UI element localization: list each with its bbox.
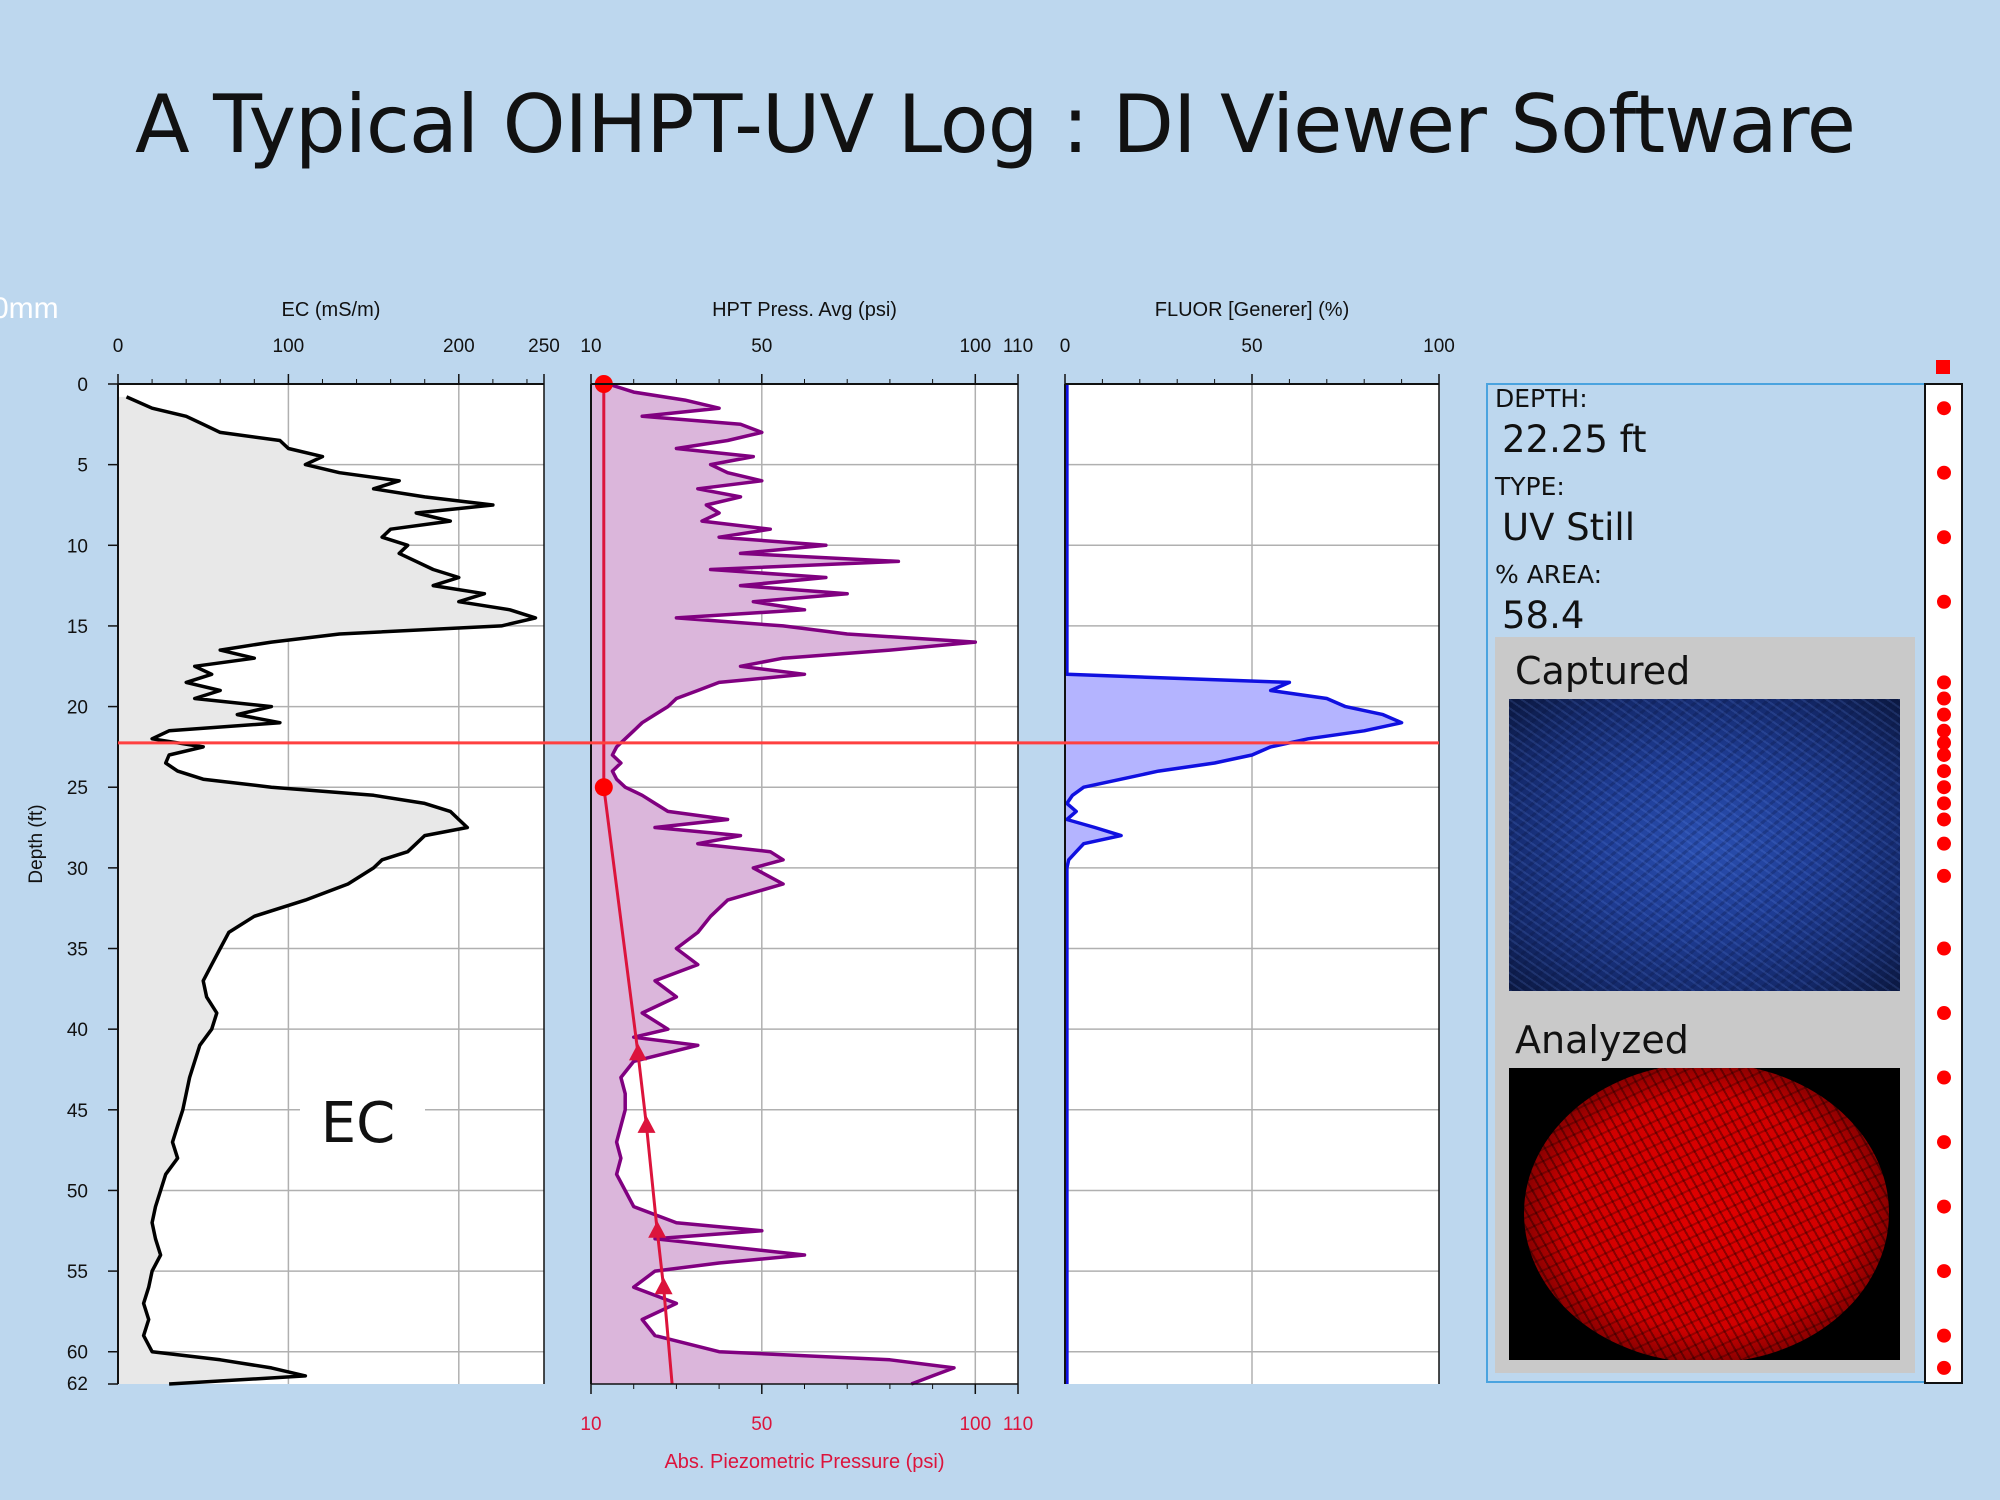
piezometric-triangle-marker (648, 1220, 667, 1238)
bottom-tick-label: 110 (1003, 1414, 1033, 1435)
top-tick-label: 0 (1060, 336, 1071, 357)
track-title: EC (mS/m) (282, 299, 381, 321)
piezometric-triangle-marker (628, 1043, 647, 1061)
image-marker (1937, 401, 1951, 416)
top-tick-label: 10 (580, 336, 601, 357)
analyzed-label: Analyzed (1515, 1018, 1689, 1062)
image-marker (1937, 1264, 1951, 1279)
depth-tick-label: 62 (67, 1374, 88, 1395)
top-tick-label: 0 (113, 336, 124, 357)
depth-tick-label: 0 (77, 375, 88, 396)
image-marker (1937, 764, 1951, 779)
depth-tick-label: 30 (67, 859, 88, 880)
image-marker (1937, 735, 1951, 750)
marker-strip-header-icon (1936, 360, 1950, 374)
image-marker (1937, 868, 1951, 883)
top-tick-label: 250 (528, 336, 560, 357)
top-tick-label: 50 (1241, 336, 1262, 357)
cut-label: 0mm (0, 292, 59, 325)
image-marker (1937, 530, 1951, 545)
image-marker (1937, 780, 1951, 795)
track-annotation: EC (321, 1091, 395, 1156)
series-line (1065, 384, 1404, 1384)
image-marker (1937, 796, 1951, 811)
track-title: HPT Press. Avg (psi) (712, 299, 897, 321)
top-tick-label: 200 (443, 336, 475, 357)
chart-labels: 0mm (0, 292, 59, 325)
top-tick-label: 110 (1003, 336, 1033, 357)
image-marker-strip (1486, 360, 1963, 1384)
depth-tick-label: 40 (67, 1020, 88, 1041)
piezometric-triangle-marker (654, 1277, 673, 1295)
area-label: % AREA: (1495, 560, 1603, 589)
bottom-tick-label: 50 (751, 1414, 772, 1435)
depth-axis: Depth (ft) 0 5 10 15 20 25 30 35 40 45 50 55 60 62 (26, 375, 118, 1395)
type-label: TYPE: (1495, 472, 1565, 501)
image-marker (1937, 675, 1951, 690)
depth-value: 22.25 ft (1502, 418, 1647, 461)
top-tick-label: 100 (959, 336, 991, 357)
image-marker (1937, 691, 1951, 706)
slide-title: A Typical OIHPT-UV Log : DI Viewer Softw… (135, 78, 1856, 171)
depth-tick-label: 35 (67, 940, 88, 961)
top-tick-label: 50 (751, 336, 772, 357)
image-panel: Captured Analyzed (1495, 637, 1915, 1373)
image-marker (1937, 747, 1951, 762)
depth-tick-label: 55 (67, 1262, 88, 1283)
piezometric-triangle-marker (637, 1115, 656, 1133)
bottom-axis-title: Abs. Piezometric Pressure (psi) (664, 1451, 944, 1473)
image-marker (1937, 1135, 1951, 1150)
captured-label: Captured (1515, 649, 1691, 693)
depth-tick-label: 25 (67, 778, 88, 799)
depth-tick-label: 10 (67, 536, 88, 557)
area-value: 58.4 (1502, 594, 1585, 637)
track-title: FLUOR [Generer] (%) (1155, 299, 1349, 321)
image-marker (1937, 1328, 1951, 1343)
depth-tick-label: 5 (77, 456, 88, 477)
fluor-track: FLUOR [Generer] (%) 0 50 100 (1060, 299, 1455, 1384)
image-marker (1937, 465, 1951, 480)
image-marker (1937, 1360, 1951, 1375)
depth-axis-title: Depth (ft) (26, 804, 47, 883)
depth-tick-label: 45 (67, 1101, 88, 1122)
image-marker (1937, 941, 1951, 956)
series-line (607, 382, 978, 1386)
image-marker (1937, 1070, 1951, 1085)
annotation-bg (300, 1090, 425, 1160)
type-value: UV Still (1502, 506, 1635, 549)
top-tick-label: 100 (273, 336, 305, 357)
depth-tick-label: 20 (67, 698, 88, 719)
image-marker (1937, 707, 1951, 722)
image-marker (1937, 1006, 1951, 1021)
depth-tick-label: 60 (67, 1343, 88, 1364)
image-marker (1937, 594, 1951, 609)
series-fill (591, 384, 976, 1384)
depth-tick-label: 15 (67, 617, 88, 638)
hpt-track: HPT Press. Avg (psi) 10 50 100 110 10 50 100 110… (580, 299, 1033, 1473)
image-info-panel: DEPTH: 22.25 ft TYPE: UV Still % AREA: 5… (1487, 384, 1937, 1382)
series-line (125, 395, 538, 1386)
bottom-tick-label: 10 (580, 1414, 601, 1435)
image-marker (1937, 1199, 1951, 1214)
top-tick-label: 100 (1423, 336, 1455, 357)
image-marker (1937, 723, 1951, 738)
image-marker (1937, 836, 1951, 851)
ec-track: EC (mS/m) 0 100 200 250 EC (113, 299, 560, 1386)
analyzed-image[interactable] (1509, 1068, 1900, 1360)
image-marker (1937, 812, 1951, 827)
depth-label: DEPTH: (1495, 384, 1588, 413)
marker-strip (1924, 383, 1963, 1384)
captured-image[interactable] (1509, 699, 1900, 991)
depth-tick-label: 50 (67, 1181, 88, 1202)
bottom-tick-label: 100 (959, 1414, 991, 1435)
piezometric-circle-marker (594, 778, 613, 797)
